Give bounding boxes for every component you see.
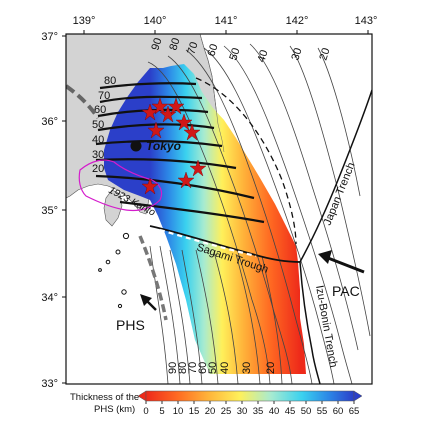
dashed-boundary-west: [66, 84, 100, 120]
slab-contours-lower: [149, 245, 283, 384]
contour-label-30: 30: [92, 149, 104, 161]
colorbar-title-line1: Thickness of the: [70, 392, 139, 403]
contour-label-top: 70: [185, 41, 200, 56]
star-icon: [147, 121, 165, 139]
colorbar-tick-label: 10: [173, 406, 184, 417]
contour-label-bottom: 30: [241, 362, 253, 374]
colorbar-tick-label: 0: [143, 406, 148, 417]
colorbar-tick-label: 20: [205, 406, 216, 417]
colorbar: Thickness of the PHS (km) 0 5 10 15 20 25 30 35…: [70, 390, 363, 417]
earthquake-stars: [141, 97, 207, 195]
colorbar-left-triangle: [137, 390, 147, 402]
lon-tick-label: 141°: [215, 15, 238, 27]
lat-tick-label: 37°: [41, 31, 58, 43]
map-frame: [65, 33, 373, 385]
tokyo-label: Tokyo: [146, 139, 181, 153]
dashed-boundary-izu: [138, 235, 168, 321]
lat-tick-label: 35°: [41, 205, 58, 217]
latitude-axis: 37° 36° 35° 34° 33°: [41, 31, 66, 390]
colorbar-tick-label: 50: [301, 406, 312, 417]
colorbar-tick-label: 55: [317, 406, 328, 417]
colorbar-title-line2: PHS (km): [94, 404, 135, 415]
contour-label-bottom: 20: [265, 362, 277, 374]
star-icon: [167, 97, 185, 115]
contour-label-top: 60: [205, 43, 220, 58]
lon-tick-label: 140°: [144, 15, 167, 27]
pac-label: PAC: [332, 283, 360, 299]
slab-contour-labels-bottom: 90 80 70 60 50 40 30 20: [167, 362, 277, 374]
lat-tick-label: 33°: [41, 378, 58, 390]
star-icon: [159, 105, 177, 123]
colorbar-tick-label: 35: [253, 406, 264, 417]
contour-label-bottom: 50: [207, 362, 219, 374]
star-icon: [151, 97, 169, 115]
sagami-trough-dash: [159, 228, 257, 258]
colorbar-ticks: 0 5 10 15 20 25 30 35 40 45 50 55 60 65: [143, 401, 359, 417]
lon-tick-label: 142°: [286, 15, 309, 27]
contour-label-top: 90: [149, 37, 164, 52]
star-icon: [141, 177, 159, 195]
colorbar-tick-label: 15: [189, 406, 200, 417]
colorbar-tick-label: 65: [349, 406, 360, 417]
contour-label-bottom: 70: [187, 362, 199, 374]
colorbar-tick-label: 5: [159, 406, 164, 417]
contour-label-70: 70: [98, 90, 110, 102]
contour-label-top: 40: [255, 49, 270, 64]
star-icon: [177, 171, 195, 189]
star-icon: [183, 123, 201, 141]
land-izu: [103, 189, 123, 227]
japan-trench: [299, 89, 372, 263]
contour-label-bottom: 40: [219, 362, 231, 374]
contour-label-bottom: 90: [167, 362, 179, 374]
contour-label-top: 20: [317, 47, 332, 62]
colorbar-gradient: [145, 390, 355, 402]
longitude-axis: 139° 140° 141° 142° 143°: [73, 15, 378, 34]
lat-tick-label: 36°: [41, 116, 58, 128]
colorbar-tick-label: 30: [237, 406, 248, 417]
star-icon: [189, 159, 207, 177]
contour-label-bottom: 60: [197, 362, 209, 374]
slab-contour-labels-top: 90 80 70 60 50 40 30 20: [149, 37, 332, 64]
contour-label-top: 80: [167, 37, 182, 52]
izu-bonin-trench: [299, 261, 321, 384]
colorbar-tick-label: 25: [221, 406, 232, 417]
contour-label-50: 50: [92, 119, 104, 131]
contour-label-top: 30: [289, 47, 304, 62]
sagami-trough: [149, 225, 301, 263]
tokyo-marker: [130, 140, 142, 152]
contour-label-80: 80: [104, 75, 116, 87]
star-icon: [141, 103, 159, 121]
contour-label-60: 60: [94, 104, 106, 116]
dashed-boundary-pac: [195, 77, 297, 245]
contour-label-40: 40: [92, 134, 104, 146]
colorbar-tick-label: 40: [269, 406, 280, 417]
izu-islands: [98, 232, 130, 309]
lon-tick-label: 139°: [73, 15, 96, 27]
contour-label-20: 20: [92, 163, 104, 175]
lon-tick-label: 143°: [355, 15, 378, 27]
slab-contours-upper: [147, 43, 371, 384]
lat-tick-label: 34°: [41, 292, 58, 304]
phs-contour-labels: 80 70 60 50 40 30 20: [92, 75, 116, 175]
colorbar-right-triangle: [353, 390, 363, 402]
pac-plate-arrow: [318, 250, 365, 274]
contour-label-bottom: 80: [177, 362, 189, 374]
kanto-1923-rupture: [78, 159, 163, 212]
star-icon: [175, 113, 193, 131]
contour-label-top: 50: [227, 47, 242, 62]
phs-plate-arrow: [140, 294, 157, 311]
phs-label: PHS: [116, 317, 145, 333]
colorbar-tick-label: 45: [285, 406, 296, 417]
colorbar-tick-label: 60: [333, 406, 344, 417]
